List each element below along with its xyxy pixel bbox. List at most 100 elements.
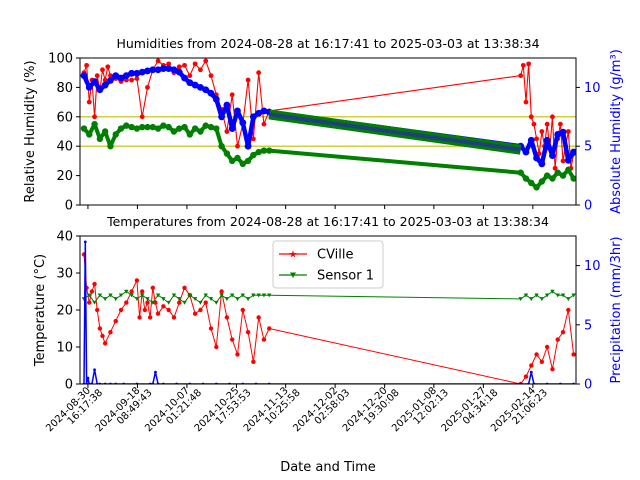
humidity-right-series-0-point xyxy=(122,72,130,80)
humidity-series-1-point xyxy=(559,172,567,179)
legend-box xyxy=(272,240,384,289)
humidity-right-series-0-point xyxy=(559,128,567,136)
sensor-1-point xyxy=(155,293,161,298)
humidity-right-series-0-point xyxy=(533,154,540,162)
sensor-1-point xyxy=(145,297,150,302)
humidity-right-series-0-point xyxy=(149,66,157,74)
sensor-1-point xyxy=(192,297,198,302)
cville-point xyxy=(214,344,219,350)
cville-point xyxy=(224,315,230,320)
cville-point xyxy=(550,367,555,372)
relative-humidity-axis: 0 20 40 60 80 100 xyxy=(48,52,80,214)
relative-humidity-axis-label: Relative Humidity (%) xyxy=(23,60,38,202)
humidity-series-0-point xyxy=(565,129,571,134)
cville-point xyxy=(118,307,124,313)
temperature-axis-label: Temperature (°C) xyxy=(33,254,48,367)
humidity-right-series-0-point xyxy=(96,86,104,94)
humidity-series-0-point xyxy=(557,121,563,127)
sensor-1-point xyxy=(245,297,251,302)
humidity-series-0-point xyxy=(245,77,251,83)
humidity-series-1-point xyxy=(176,125,183,132)
legend-label-cville: CVille xyxy=(317,248,354,263)
cville-point xyxy=(229,337,235,342)
cville-point xyxy=(142,307,148,313)
cville-point xyxy=(171,315,177,320)
y-right-tick-label: 5 xyxy=(584,140,592,155)
humidity-right-series-0-point xyxy=(255,109,263,117)
humidity-series-1-point xyxy=(112,131,119,138)
cville-point xyxy=(147,315,153,320)
humidity-right-series-0-point xyxy=(239,119,247,127)
y-tick-label: 20 xyxy=(56,169,73,184)
humidity-series-1-point xyxy=(266,147,273,154)
cville-point xyxy=(92,281,97,287)
humidity-series-0-point xyxy=(86,99,92,105)
sensor-1-point xyxy=(571,293,576,298)
humidity-series-1-point xyxy=(570,175,576,182)
sensor-1-point xyxy=(129,293,134,298)
humidity-right-series-0-point xyxy=(117,74,125,82)
cville-point xyxy=(245,330,251,335)
humidity-series-0-point xyxy=(520,62,526,68)
humidity-right-series-0-point xyxy=(228,125,236,132)
sensor-1-point xyxy=(267,293,272,298)
humidity-series-0-point xyxy=(176,64,182,70)
humidity-series-0-point xyxy=(92,114,97,120)
cville-point xyxy=(261,337,267,342)
humidity-series-1-point xyxy=(207,123,215,131)
cville-point xyxy=(539,359,545,364)
sensor-1-point xyxy=(534,293,539,298)
humidity-series-1-point xyxy=(138,123,146,131)
y-right-tick-label: 0 xyxy=(584,199,592,214)
sensor-1-point xyxy=(118,293,124,298)
cville-point xyxy=(560,330,566,335)
cville-point xyxy=(100,333,105,339)
humidity-series-1-point xyxy=(533,184,540,191)
humidity-series-0-point xyxy=(256,70,262,76)
y-tick-label: 20 xyxy=(56,304,73,319)
humidity-series-0-point xyxy=(123,77,129,83)
sensor-1-point xyxy=(92,300,97,305)
humidity-series-1-point xyxy=(543,172,551,179)
humidity-series-1-point xyxy=(80,125,88,132)
humidity-series-0-point xyxy=(192,61,198,67)
humidity-series-0-point xyxy=(100,67,105,73)
humidity-right-series-0-point xyxy=(202,86,210,94)
sensor-1-point xyxy=(235,297,240,302)
humidity-right-series-0-point xyxy=(234,107,241,115)
sensor-1-point xyxy=(224,297,230,302)
cville-point xyxy=(566,307,571,313)
humidity-plot-frame xyxy=(79,57,577,206)
sensor-1-point xyxy=(523,293,529,298)
y-tick-label: 60 xyxy=(56,110,73,125)
humidity-series-0-point xyxy=(526,61,532,67)
sensor-1-point xyxy=(139,293,145,298)
cville-point xyxy=(124,300,129,305)
humidity-series-1-point xyxy=(117,125,125,132)
humidity-series-0-point xyxy=(539,129,545,134)
humidity-right-series-0-point xyxy=(191,81,199,89)
precipitation-axis: 0 5 10 xyxy=(576,259,601,393)
humidity-series-1-point xyxy=(260,147,268,154)
humidity-series-1-point xyxy=(149,123,156,131)
cville-point xyxy=(155,311,161,316)
cville-point xyxy=(523,374,529,379)
sensor-1-point xyxy=(251,293,256,298)
humidity-right-series-0-point xyxy=(223,101,231,109)
humidity-series-0-point xyxy=(550,114,555,120)
humidity-series-1-point xyxy=(218,143,225,150)
humidity-series-0-point xyxy=(187,73,193,79)
humidity-right-series-0-point xyxy=(107,76,114,84)
legend-marker-cville: ★ xyxy=(289,250,298,261)
humidity-series-1-point xyxy=(181,123,188,131)
humidity-series-0-point xyxy=(523,99,529,105)
humidity-right-series-0-point xyxy=(112,72,120,80)
temperature-right-series-0-point xyxy=(154,370,157,374)
precipitation-axis-label: Precipitation (mm/3hr) xyxy=(609,236,624,383)
cville-point xyxy=(139,289,145,294)
y-tick-label: 10 xyxy=(56,341,73,356)
cville-point xyxy=(240,307,245,313)
sensor-1-point xyxy=(182,300,187,305)
humidity-right-series-0-point xyxy=(128,69,136,77)
y-tick-label: 40 xyxy=(56,140,73,155)
